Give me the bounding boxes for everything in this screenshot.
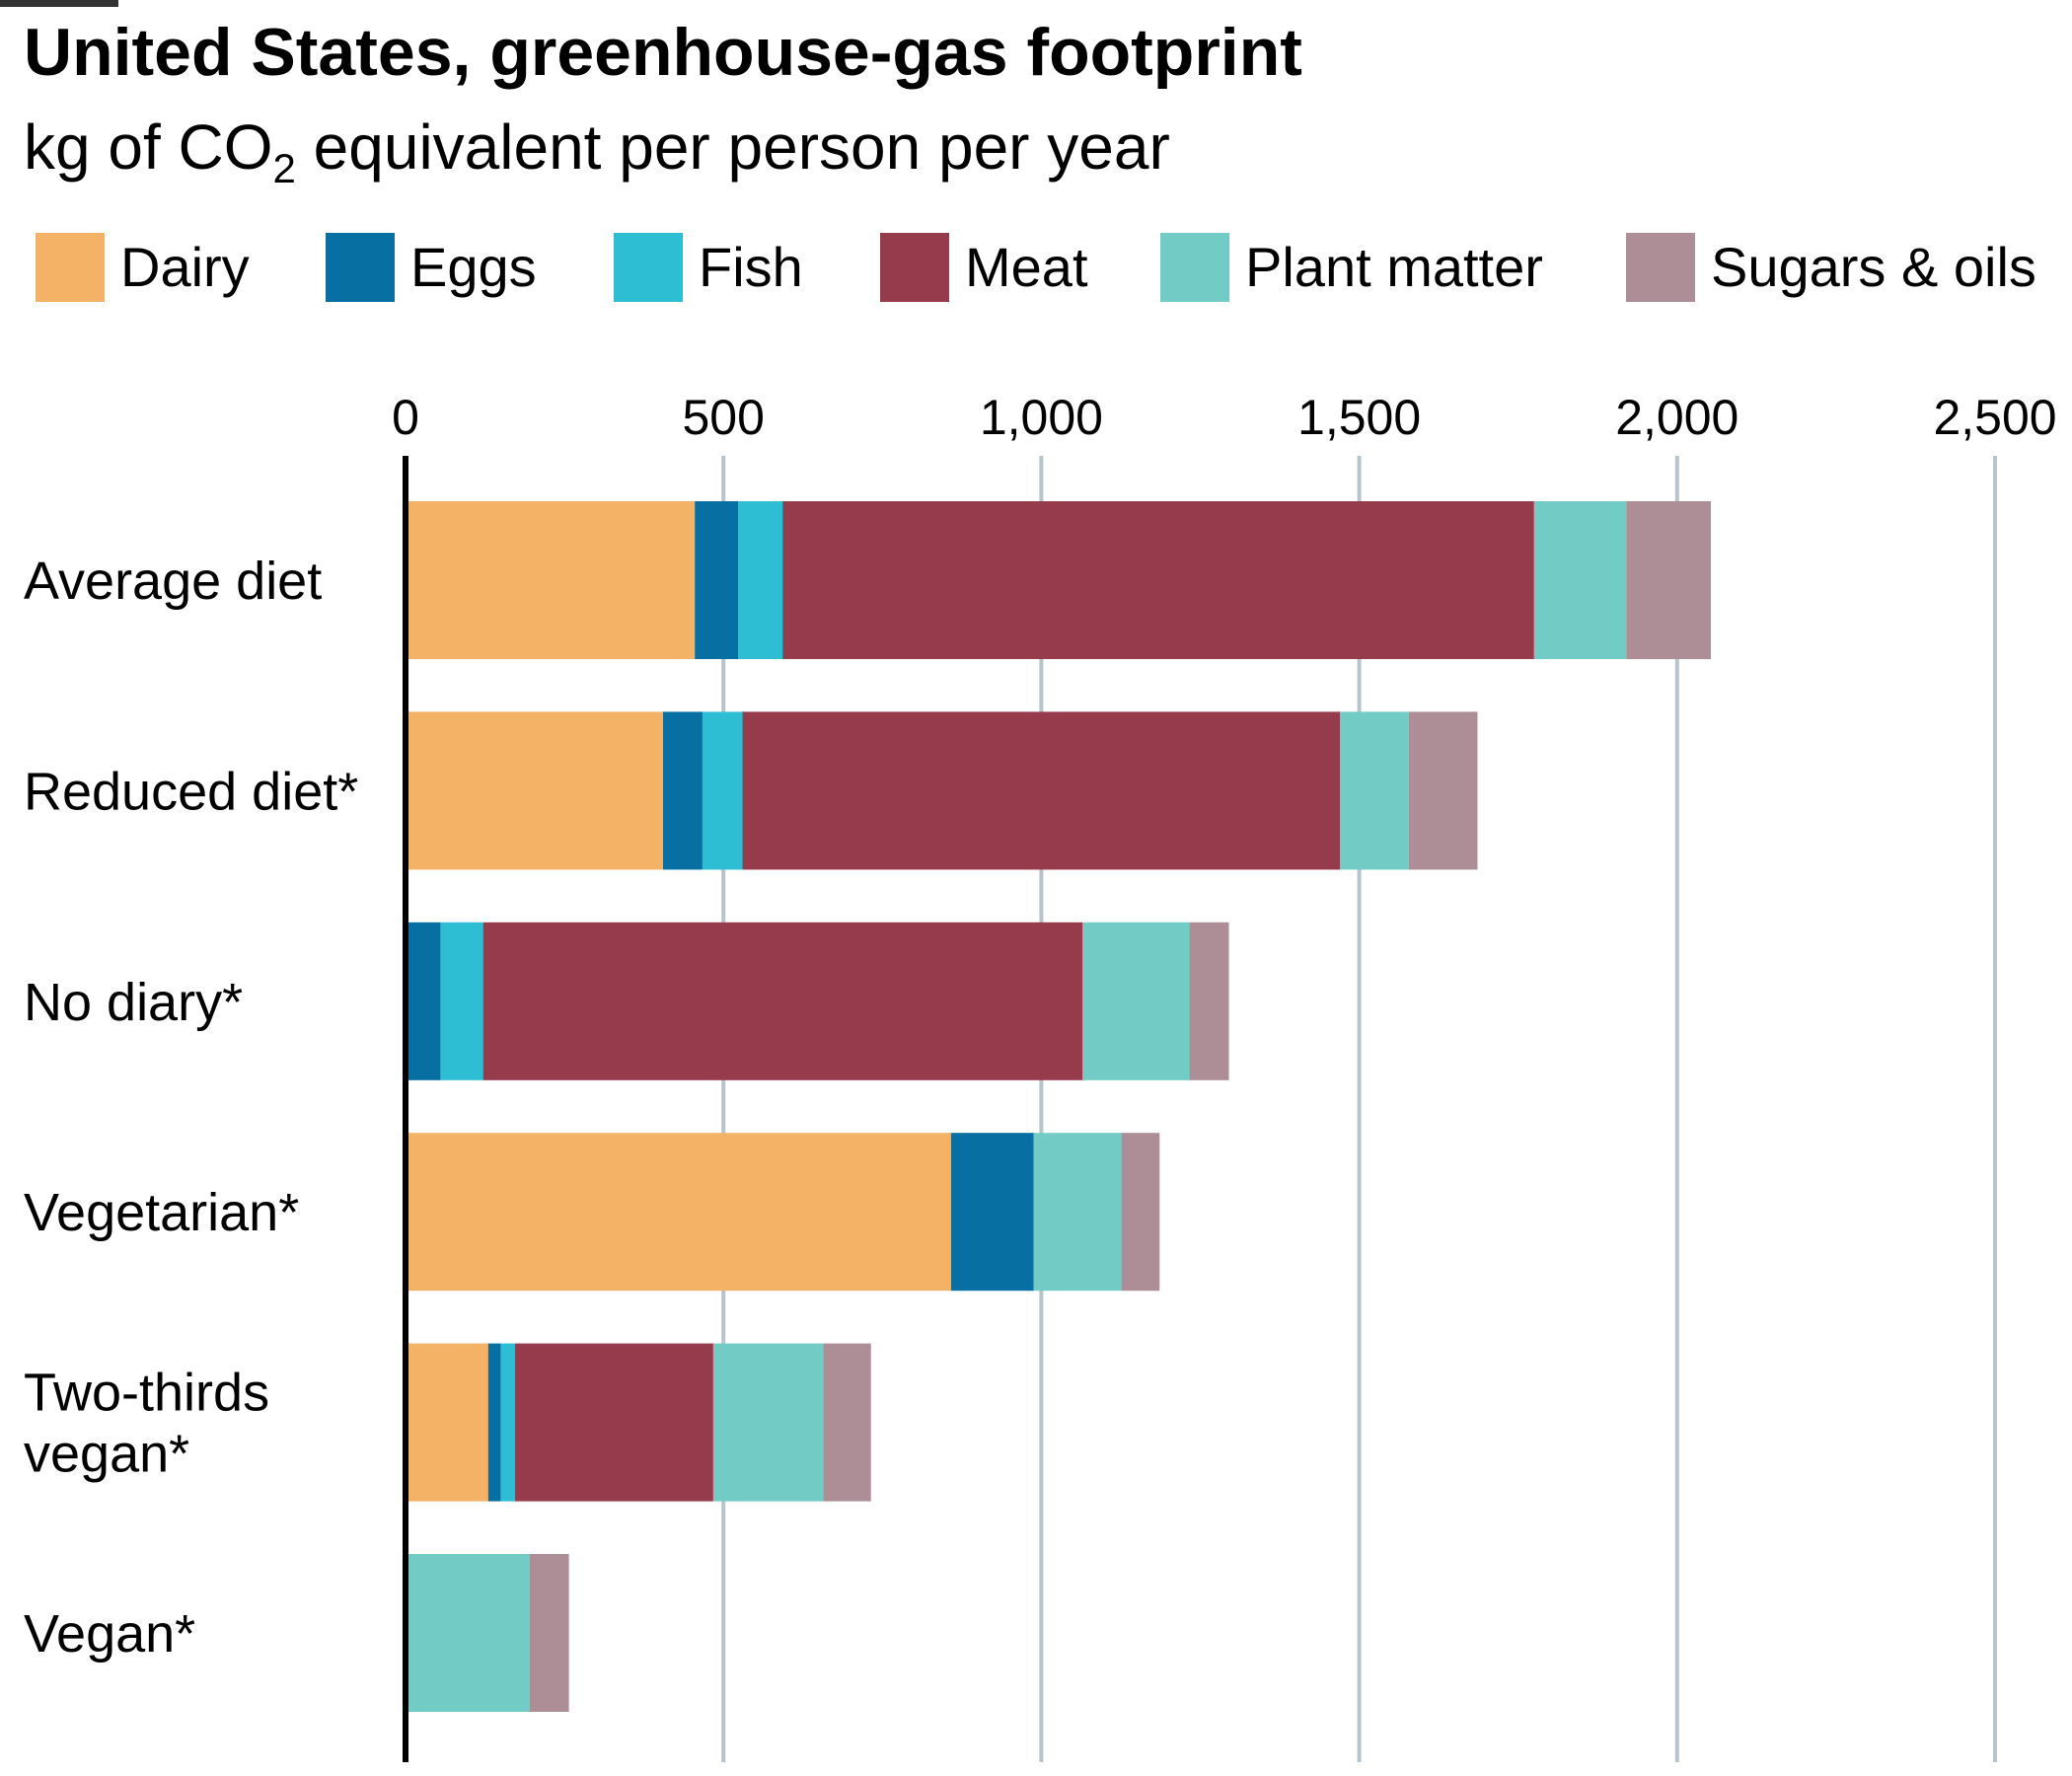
legend-swatch-plant-matter <box>1160 233 1229 302</box>
category-label-average-diet: Average diet <box>24 552 322 611</box>
bar-no-diary-plant-matter <box>1082 922 1190 1080</box>
bar-no-diary-eggs <box>406 922 441 1080</box>
bar-no-diary-fish <box>440 922 483 1080</box>
legend-swatch-sugars-oils <box>1626 233 1695 302</box>
bar-vegetarian-dairy <box>406 1133 951 1292</box>
bar-reduced-diet-meat <box>742 711 1341 870</box>
subtitle-rest: equivalent per person per year <box>295 111 1170 183</box>
bar-reduced-diet-sugars-oils <box>1408 711 1478 870</box>
bar-reduced-diet-plant-matter <box>1340 711 1409 870</box>
legend-label-sugars-oils: Sugars & oils <box>1711 236 2036 298</box>
bar-reduced-diet-fish <box>702 711 743 870</box>
category-label-vegetarian: Vegetarian* <box>24 1183 299 1242</box>
x-tick-label-1000: 1,000 <box>980 390 1103 445</box>
bar-average-diet-dairy <box>406 501 696 659</box>
bar-no-diary-meat <box>482 922 1083 1080</box>
header-tag-bar <box>0 0 118 7</box>
x-tick-label-500: 500 <box>682 390 764 445</box>
category-label-line: Vegan* <box>24 1604 195 1664</box>
legend-label-meat: Meat <box>965 236 1088 298</box>
bar-two-thirds-vegan-meat <box>514 1343 713 1502</box>
bar-two-thirds-vegan-eggs <box>487 1343 501 1502</box>
category-label-line: No diary* <box>24 973 243 1032</box>
category-label-no-diary: No diary* <box>24 973 243 1032</box>
x-tick-label-0: 0 <box>392 390 419 445</box>
bar-vegan-sugars-oils <box>529 1554 569 1712</box>
category-label-line: Vegetarian* <box>24 1183 299 1242</box>
bar-vegetarian-plant-matter <box>1033 1133 1122 1292</box>
bar-vegetarian-eggs <box>950 1133 1034 1292</box>
category-label-line: Two-thirds <box>24 1364 269 1423</box>
chart-subtitle: kg of CO2 equivalent per person per year <box>24 111 1170 189</box>
bar-two-thirds-vegan-sugars-oils <box>823 1343 871 1502</box>
legend-swatch-fish <box>614 233 683 302</box>
bar-average-diet-sugars-oils <box>1626 501 1711 659</box>
bar-reduced-diet-eggs <box>662 711 703 870</box>
legend-swatch-meat <box>880 233 949 302</box>
category-label-vegan: Vegan* <box>24 1604 195 1664</box>
x-tick-label-2500: 2,500 <box>1933 390 2056 445</box>
legend-label-eggs: Eggs <box>410 236 537 298</box>
legend-label-fish: Fish <box>699 236 803 298</box>
bar-vegan-plant-matter <box>406 1554 530 1712</box>
bar-vegetarian-sugars-oils <box>1121 1133 1160 1292</box>
bar-average-diet-meat <box>782 501 1534 659</box>
legend-label-dairy: Dairy <box>120 236 250 298</box>
x-tick-label-2000: 2,000 <box>1615 390 1739 445</box>
legend-swatch-dairy <box>36 233 105 302</box>
bar-two-thirds-vegan-fish <box>500 1343 515 1502</box>
legend-swatch-eggs <box>326 233 395 302</box>
subtitle-subscript: 2 <box>272 145 296 191</box>
bar-no-diary-sugars-oils <box>1189 922 1229 1080</box>
category-label-line: Average diet <box>24 552 322 611</box>
bar-average-diet-plant-matter <box>1533 501 1627 659</box>
legend-label-plant-matter: Plant matter <box>1245 236 1543 298</box>
bar-reduced-diet-dairy <box>406 711 663 870</box>
category-label-line: vegan* <box>24 1425 189 1484</box>
subtitle-main: kg of CO <box>24 111 273 183</box>
chart-title: United States, greenhouse-gas footprint <box>24 15 1302 90</box>
x-tick-label-1500: 1,500 <box>1297 390 1421 445</box>
legend: Dairy Eggs Fish Meat Plant matter Sugars… <box>36 233 2058 302</box>
bar-two-thirds-vegan-dairy <box>406 1343 488 1502</box>
bar-average-diet-fish <box>738 501 783 659</box>
category-label-line: Reduced diet* <box>24 762 358 821</box>
category-label-two-thirds-vegan: Two-thirds vegan* <box>24 1364 269 1484</box>
bar-two-thirds-vegan-plant-matter <box>712 1343 824 1502</box>
bar-average-diet-eggs <box>695 501 739 659</box>
category-label-reduced-diet: Reduced diet* <box>24 762 358 821</box>
